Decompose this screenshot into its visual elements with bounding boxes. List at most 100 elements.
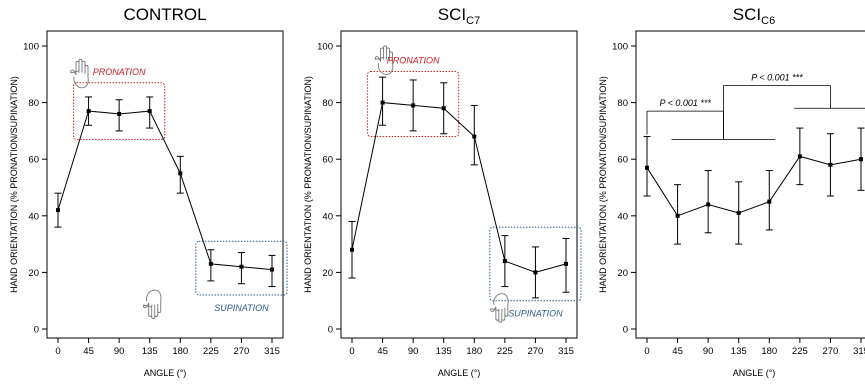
data-point [239,264,244,269]
x-tick-label: 135 [731,346,747,357]
data-point [533,270,538,275]
x-tick-label: 135 [142,346,158,357]
x-tick-label: 90 [408,346,419,357]
y-tick-label: 100 [23,42,39,53]
data-point [675,213,680,218]
x-tick-label: 90 [703,346,714,357]
significance-label: P < 0.001 *** [659,98,711,108]
data-point [350,247,354,252]
data-point [767,199,772,204]
y-tick-label: 20 [322,268,333,279]
x-tick-label: 45 [672,346,683,357]
y-tick-label: 0 [328,325,333,336]
x-tick-label: 270 [527,346,543,357]
plot-frame [635,30,865,339]
significance-label: P < 0.001 *** [751,73,803,83]
y-axis-label: HAND ORIENTATION (% PRONATION/SUPINATION… [303,76,313,293]
x-axis-label: ANGLE (°) [144,368,187,378]
data-point [859,157,863,162]
pronation-label: PRONATION [387,55,440,65]
y-tick-label: 60 [322,155,333,166]
hand-pronation-icon [374,45,394,75]
data-point [178,171,183,176]
x-tick-label: 0 [644,346,649,357]
significance-bracket-1: P < 0.001 *** [646,98,724,140]
x-tick-label: 90 [114,346,125,357]
supination-label: SUPINATION [508,309,563,319]
x-tick-label: 225 [792,346,808,357]
x-tick-label: 270 [822,346,838,357]
chart-title: SCIC7 [438,5,480,27]
hand-supination-icon-shape [490,293,509,323]
chart-panel-3: SCIC6 0 20 40 60 80 100 0 45 90 135 180 225 270 315 ANG… [598,5,865,378]
error-bar [704,170,712,234]
y-tick-label: 100 [317,42,333,53]
data-point [56,208,60,213]
chart-panel-1: CONTROL 0 20 40 60 80 100 0 45 90 135 180 225 270 315 A… [9,5,288,378]
plot-frame [340,30,578,339]
chart-title: CONTROL [123,5,206,24]
y-axis-label: HAND ORIENTATION (% PRONATION/SUPINATION… [9,76,19,293]
x-tick-label: 315 [264,346,280,357]
x-tick-label: 45 [83,346,94,357]
series-line [351,102,567,273]
x-tick-label: 180 [172,346,188,357]
hand-pronation-icon [70,58,89,89]
hand-supination-icon-shape [143,289,162,319]
chart-title: SCIC6 [733,5,775,27]
supination-box [195,240,288,296]
y-axis-label: HAND ORIENTATION (% PRONATION/SUPINATION… [598,76,608,293]
x-axis-label: ANGLE (°) [438,368,481,378]
y-tick-label: 100 [612,42,628,53]
y-tick-label: 20 [617,268,628,279]
data-point [86,109,91,114]
y-tick-label: 0 [623,325,628,336]
hand-supination-icon [143,289,162,319]
pronation-box [73,82,166,140]
data-point [380,100,385,105]
x-tick-label: 315 [558,346,574,357]
data-point [441,106,446,111]
y-tick-label: 60 [28,155,39,166]
data-point [117,111,122,116]
y-tick-label: 0 [34,325,39,336]
pronation-box [367,70,460,138]
plot-frame [46,30,284,339]
y-tick-label: 40 [28,211,39,222]
significance-bracket-2: P < 0.001 *** [671,73,865,140]
x-tick-label: 45 [377,346,388,357]
x-tick-label: 180 [761,346,777,357]
x-tick-label: 225 [497,346,513,357]
x-tick-label: 315 [853,346,865,357]
y-tick-label: 40 [322,211,333,222]
series-line [57,110,273,271]
data-point [736,210,741,215]
data-point [472,134,477,139]
x-tick-label: 135 [436,346,452,357]
data-point [208,261,213,266]
chart-panel-2: SCIC7 0 20 40 60 80 100 0 45 90 135 180 225 270 315 ANG… [303,5,582,378]
y-tick-label: 80 [322,98,333,109]
y-tick-label: 20 [28,268,39,279]
data-point [564,261,568,266]
pronation-label: PRONATION [93,67,146,77]
data-point [645,165,649,170]
data-point [411,103,416,108]
data-point [797,154,802,159]
x-axis-label: ANGLE (°) [733,368,776,378]
y-tick-label: 80 [617,98,628,109]
supination-label: SUPINATION [214,303,269,313]
data-point [706,202,711,207]
hand-pronation-icon-shape [70,58,89,89]
series-line [646,155,862,217]
hand-pronation-icon-shape [374,45,394,75]
y-tick-label: 80 [28,98,39,109]
x-tick-label: 270 [233,346,249,357]
data-point [502,259,507,264]
y-tick-label: 40 [617,211,628,222]
x-tick-label: 0 [349,346,354,357]
x-tick-label: 0 [55,346,60,357]
data-point [828,162,833,167]
data-point [147,109,152,114]
